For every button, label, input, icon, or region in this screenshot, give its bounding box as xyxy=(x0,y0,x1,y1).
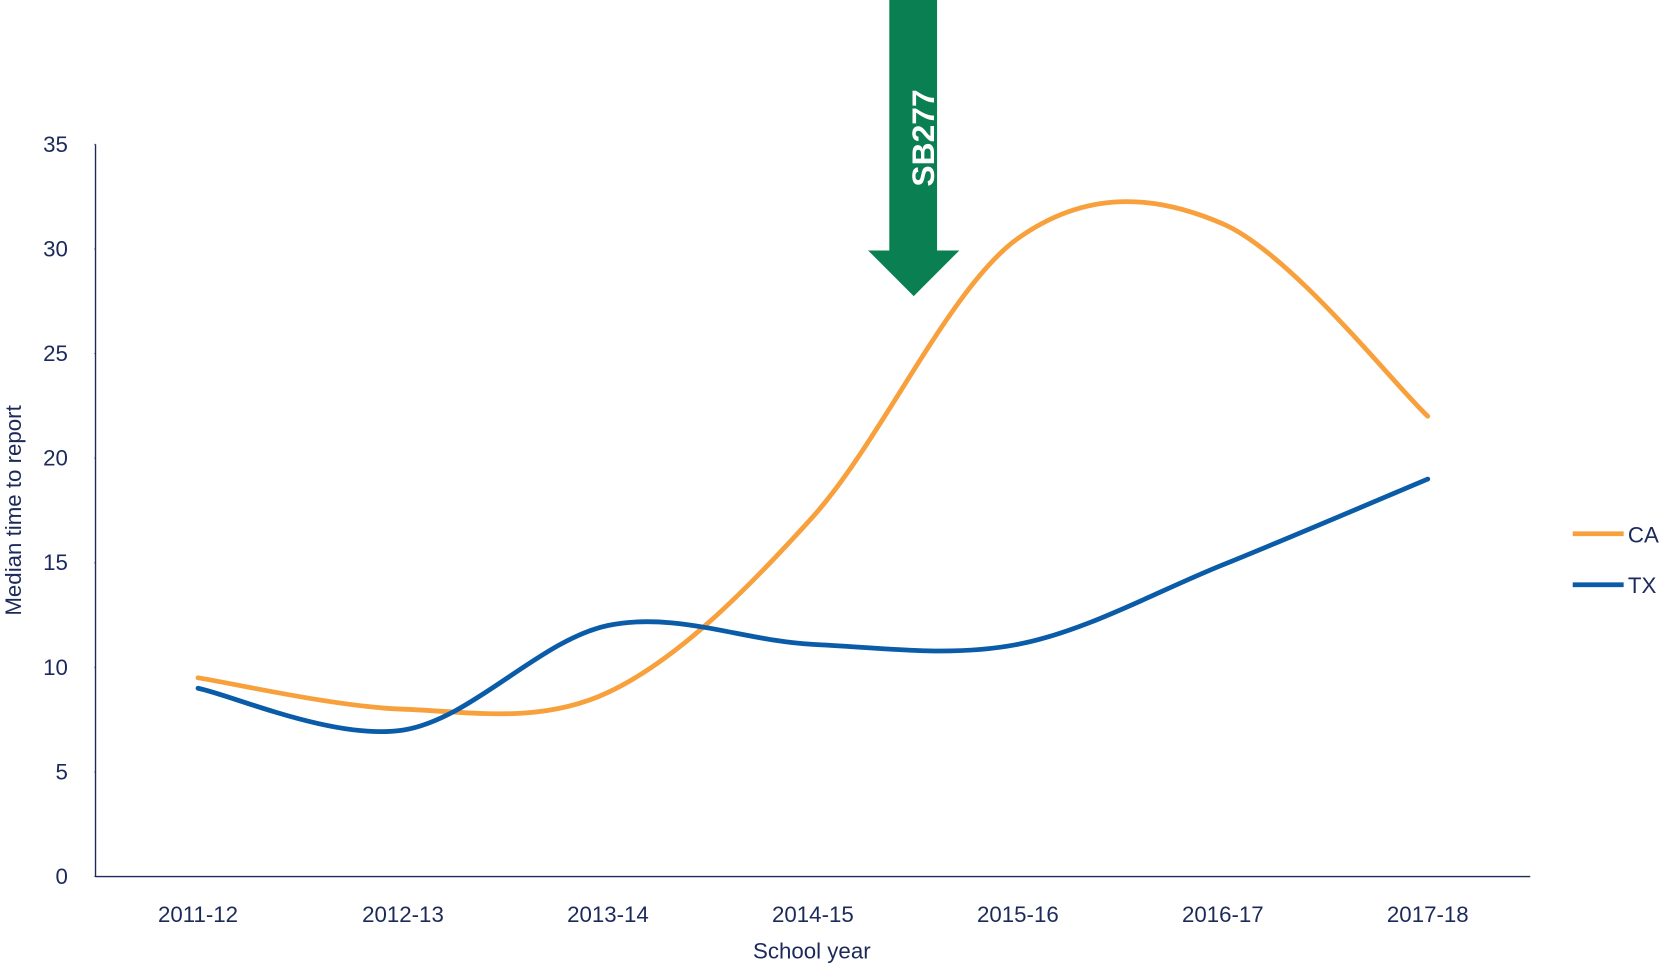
x-tick-label: 2017-18 xyxy=(1387,902,1469,927)
x-axis-title: School year xyxy=(753,938,871,963)
y-tick-label: 0 xyxy=(56,864,68,889)
y-tick-label: 5 xyxy=(56,759,68,784)
y-tick-label: 20 xyxy=(43,446,68,471)
legend-label: TX xyxy=(1628,573,1657,598)
series-line xyxy=(195,476,1431,734)
x-tick-label: 2013-14 xyxy=(567,902,649,927)
y-tick-label: 10 xyxy=(43,655,68,680)
y-axis-title: Median time to report xyxy=(1,404,26,615)
y-tick-label: 30 xyxy=(43,236,68,261)
series-line xyxy=(195,199,1431,717)
y-tick-label: 35 xyxy=(43,132,68,157)
y-tick-label: 15 xyxy=(43,550,68,575)
x-tick-label: 2015-16 xyxy=(977,902,1059,927)
x-tick-label: 2012-13 xyxy=(362,902,444,927)
x-tick-label: 2014-15 xyxy=(772,902,854,927)
x-tick-label: 2016-17 xyxy=(1182,902,1264,927)
x-tick-label: 2011-12 xyxy=(158,902,238,927)
legend-label: CA xyxy=(1628,522,1659,547)
y-tick-label: 25 xyxy=(43,341,68,366)
annotation-text: SB277 xyxy=(905,89,941,186)
annotation-arrow xyxy=(868,0,960,297)
